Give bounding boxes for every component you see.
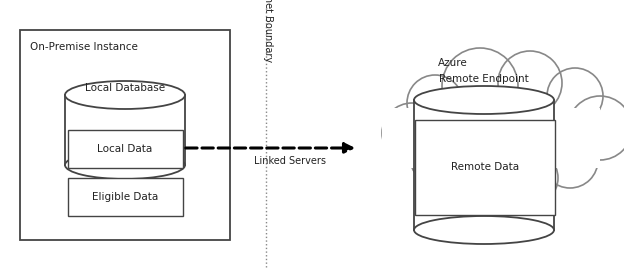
Circle shape [410, 133, 460, 183]
Bar [20, 30, 230, 240]
Circle shape [407, 75, 463, 131]
Bar [415, 120, 555, 215]
Circle shape [502, 150, 558, 206]
Circle shape [568, 96, 624, 160]
Bar [68, 130, 183, 168]
Text: Linked Servers: Linked Servers [254, 156, 326, 166]
Text: Internet Boundary: Internet Boundary [263, 0, 273, 63]
Text: Azure: Azure [438, 58, 468, 68]
Bar [414, 100, 554, 230]
Text: Local Database: Local Database [85, 83, 165, 93]
Circle shape [458, 141, 522, 205]
Text: Local Data: Local Data [97, 144, 153, 154]
Circle shape [547, 68, 603, 124]
Bar [382, 108, 600, 168]
Text: Eligible Data: Eligible Data [92, 192, 158, 202]
Ellipse shape [414, 86, 554, 114]
Circle shape [498, 51, 562, 115]
Bar [65, 95, 185, 165]
Ellipse shape [414, 216, 554, 244]
Circle shape [382, 103, 442, 163]
Circle shape [442, 48, 518, 124]
Text: On-Premise Instance: On-Premise Instance [30, 42, 138, 52]
Circle shape [542, 132, 598, 188]
Ellipse shape [65, 151, 185, 179]
Ellipse shape [65, 81, 185, 109]
Text: Remote Data: Remote Data [451, 162, 519, 172]
Bar [68, 178, 183, 216]
Text: Remote Endpoint: Remote Endpoint [439, 74, 529, 84]
